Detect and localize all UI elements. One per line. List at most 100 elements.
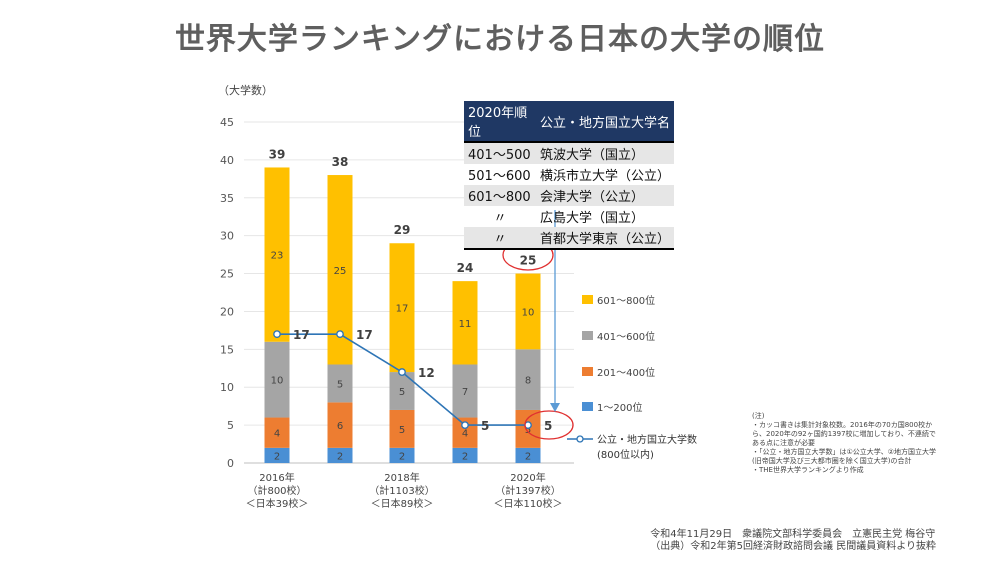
bar-segment	[389, 447, 415, 463]
bar-segment	[264, 447, 290, 463]
y-tick-label: 40	[220, 154, 234, 167]
line-point	[398, 368, 406, 376]
segment-value-label: 23	[271, 251, 284, 262]
bar-segment	[452, 281, 478, 365]
legend-swatch	[582, 367, 593, 376]
rank-table-header-name: 公立・地方国立大学名	[536, 101, 675, 143]
x-tick-label: 2020年	[510, 471, 545, 484]
segment-value-label: 25	[334, 266, 347, 277]
bar-segment	[389, 409, 415, 448]
university-cell: 会津大学（公立）	[536, 185, 675, 206]
rank-cell: 401〜500	[464, 142, 536, 164]
line-point	[336, 330, 344, 339]
y-tick-label: 30	[220, 230, 234, 243]
line-value-label: 17	[356, 328, 373, 342]
segment-value-label: 2	[462, 451, 468, 462]
segment-value-label: 8	[525, 376, 531, 387]
table-row: 〃 広島大学（国立）	[464, 206, 674, 227]
bar-segment	[515, 447, 541, 463]
bar-segment	[452, 364, 478, 418]
chart-note: (注) ・カッコ書きは集計対象校数。2016年の70カ国800校から、2020年…	[752, 412, 942, 475]
legend-label: (800位以内)	[597, 448, 654, 461]
bar-total-label: 38	[332, 155, 349, 169]
line-value-label: 17	[293, 328, 310, 342]
segment-value-label: 2	[337, 451, 343, 462]
segment-value-label: 2	[274, 451, 280, 462]
table-row: 601〜800 会津大学（公立）	[464, 185, 675, 206]
note-line: ・カッコ書きは集計対象校数。2016年の70カ国800校から、2020年の92ヶ…	[752, 421, 936, 447]
x-tick-label: 2018年	[384, 471, 419, 484]
segment-value-label: 6	[337, 421, 343, 432]
segment-value-label: 2	[399, 451, 405, 462]
bar-segment	[264, 167, 290, 342]
legend-label: 1〜200位	[597, 401, 642, 414]
footer-line: （出典）令和2年第5回経済財政諮問会議 民間議員資料より抜粋	[650, 541, 936, 552]
university-cell: 筑波大学（国立）	[536, 142, 675, 164]
y-axis-label: （大学数）	[218, 83, 273, 97]
footer-line: 令和4年11月29日 衆議院文部科学委員会 立憲民主党 梅谷守	[650, 529, 936, 540]
table-row: 501〜600 横浜市立大学（公立）	[464, 164, 674, 185]
note-line: ・「公立・地方国立大学数」は①公立大学、②地方国立大学(旧帝国大学及び三大都市圏…	[752, 448, 937, 465]
line-point	[461, 421, 469, 430]
y-tick-label: 0	[227, 457, 234, 470]
line-point	[273, 330, 281, 339]
x-tick-label: （計800校）	[247, 484, 306, 497]
bar-total-label: 24	[457, 261, 474, 275]
arrow-head	[550, 403, 560, 412]
note-line: ・THE世界大学ランキングより作成	[752, 466, 864, 474]
x-tick-label: （計1103校）	[369, 484, 434, 497]
segment-value-label: 5	[525, 425, 531, 436]
bar-total-label: 29	[394, 223, 411, 237]
segment-value-label: 5	[399, 425, 405, 436]
bar-segment	[264, 341, 290, 418]
university-cell: 横浜市立大学（公立）	[540, 169, 671, 184]
legend-swatch	[582, 295, 593, 304]
x-tick-label: ＜日本110校＞	[493, 497, 562, 510]
table-row: 401〜500 筑波大学（国立）	[464, 142, 675, 164]
segment-value-label: 11	[459, 319, 472, 330]
bar-total-label: 39	[269, 147, 286, 161]
segment-value-label: 4	[274, 429, 280, 440]
y-tick-label: 45	[220, 116, 234, 129]
y-tick-label: 15	[220, 343, 234, 356]
y-tick-label: 5	[227, 419, 234, 432]
segment-value-label: 2	[525, 451, 531, 462]
line-value-label: 12	[418, 366, 435, 380]
rank-cell: 501〜600	[468, 169, 531, 184]
bar-segment	[327, 447, 353, 463]
source-footer: 令和4年11月29日 衆議院文部科学委員会 立憲民主党 梅谷守 （出典）令和2年…	[650, 529, 936, 553]
highlight-ellipse	[524, 410, 574, 440]
y-tick-label: 35	[220, 192, 234, 205]
line-value-label: 5	[481, 419, 489, 433]
rank-cell: 〃	[493, 211, 507, 226]
segment-value-label: 10	[271, 376, 284, 387]
legend-swatch	[582, 402, 593, 411]
legend-line-marker	[576, 435, 584, 443]
y-tick-label: 20	[220, 305, 234, 318]
segment-value-label: 4	[462, 429, 468, 440]
segment-value-label: 17	[396, 304, 409, 315]
bar-total-label: 25	[520, 254, 537, 268]
legend-label: 公立・地方国立大学数	[597, 433, 697, 446]
y-tick-label: 25	[220, 268, 234, 281]
segment-value-label: 5	[399, 387, 405, 398]
legend-label: 401〜600位	[597, 330, 655, 343]
bar-segment	[327, 364, 353, 403]
segment-value-label: 10	[522, 307, 535, 318]
bar-segment	[515, 349, 541, 410]
rank-table-header-rank: 2020年順位	[464, 101, 536, 143]
bar-segment	[452, 447, 478, 463]
note-line: (注)	[752, 412, 765, 420]
legend-label: 601〜800位	[597, 294, 655, 307]
legend-swatch	[582, 331, 593, 340]
bar-segment	[327, 402, 353, 448]
x-tick-label: 2016年	[259, 471, 294, 484]
x-tick-label: （計1397校）	[495, 484, 560, 497]
rank-cell: 601〜800	[464, 185, 536, 206]
bar-segment	[264, 417, 290, 448]
rank-cell: 〃	[464, 227, 536, 250]
x-tick-label: ＜日本89校＞	[371, 497, 434, 510]
rank-table: 2020年順位 公立・地方国立大学名 401〜500 筑波大学（国立） 501〜…	[464, 101, 675, 250]
table-row: 〃 首都大学東京（公立）	[464, 227, 675, 250]
